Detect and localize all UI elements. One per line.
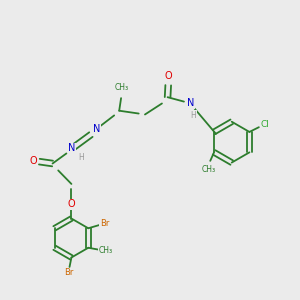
Text: CH₃: CH₃ [98,246,112,255]
Text: O: O [164,71,172,81]
Text: Br: Br [100,219,109,228]
Text: O: O [68,200,75,209]
Text: H: H [190,111,196,120]
Text: Br: Br [64,268,74,277]
Text: N: N [93,124,100,134]
Text: N: N [187,98,194,109]
Text: O: O [29,156,37,166]
Text: CH₃: CH₃ [115,83,129,92]
Text: CH₃: CH₃ [201,165,215,174]
Text: N: N [68,143,76,153]
Text: Cl: Cl [260,120,269,129]
Text: H: H [79,153,84,162]
